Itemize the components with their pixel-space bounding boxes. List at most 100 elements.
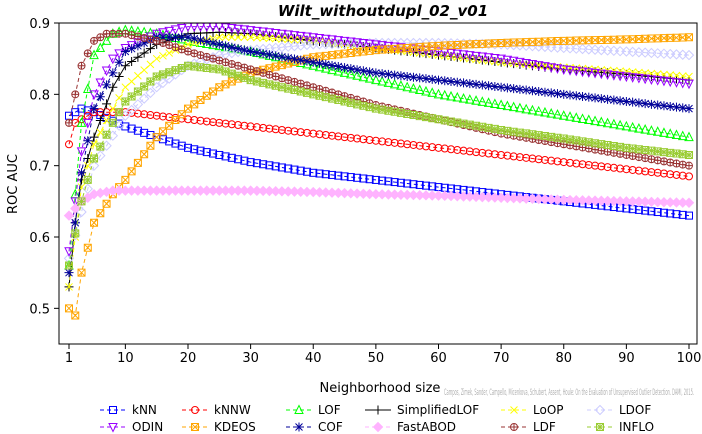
data-point-cof [609,95,619,105]
data-point-ldf [146,35,155,44]
data-point-knnw [346,133,355,142]
data-point-odin [414,45,425,56]
data-point-knnw [384,138,393,147]
data-point-cof [133,41,143,51]
data-point-kdeos [133,158,142,167]
data-point-cof [221,41,231,51]
data-point-ldf [666,158,675,167]
data-point-ldf [609,148,618,157]
data-point-cof [671,102,681,112]
data-point-knn [685,211,693,220]
data-point-odin [227,23,237,34]
data-point-odin [176,23,187,34]
data-point-loop [240,33,249,42]
data-point-knnw [371,136,380,145]
data-point-inflo [115,108,124,117]
data-point-odin [458,50,469,61]
data-point-cof [327,60,337,70]
data-point-lof [446,90,456,101]
data-point-knnw [578,160,587,169]
data-point-knnw [209,118,218,127]
data-point-cof [678,103,688,113]
credit-text: Campos, Zimek, Sander, Campello, Micenko… [444,388,694,398]
data-point-loop [685,72,693,81]
data-point-kdeos [146,141,155,150]
data-point-knnw [566,158,575,167]
data-point-knnw [190,116,199,125]
data-point-fastabod [82,192,93,203]
data-point-knnw [641,167,650,176]
data-point-inflo [221,67,230,76]
data-point-odin [634,73,644,84]
data-point-knn [190,145,199,154]
data-point-odin [239,25,250,36]
data-point-knn [678,210,687,219]
data-point-loop [134,71,142,80]
data-point-odin [270,28,281,39]
data-point-cof [578,91,588,101]
data-point-knnw [234,121,243,130]
data-point-cof [559,89,569,99]
data-point-lof [477,96,488,106]
data-point-lof [95,42,106,52]
data-point-ldof [145,87,156,99]
legend-swatch-marker [294,404,304,414]
data-point-inflo [96,142,105,151]
data-point-odin [546,63,557,73]
x-tick-label: 80 [555,351,572,366]
data-point-lof [677,130,688,141]
data-point-lof [496,99,506,110]
data-point-loop [65,283,73,291]
data-point-odin [527,60,538,70]
data-point-ldf [133,32,142,41]
data-point-inflo [71,229,80,238]
data-point-loop [159,51,167,60]
data-point-knnw [309,129,318,138]
data-point-inflo [121,97,130,106]
data-point-simplifiedlof [139,48,149,58]
data-point-kdeos [71,311,80,320]
data-point-knnw [685,172,693,181]
data-point-inflo [165,68,174,77]
data-point-lof [533,105,544,116]
x-tick-label: 100 [677,351,702,366]
data-point-cof [114,57,124,67]
data-point-cof [446,76,456,86]
data-point-knnw [497,150,506,159]
data-point-odin [114,49,124,59]
data-point-knn [309,168,318,177]
legend-swatch-marker [594,404,606,416]
legend-swatch-marker [108,423,118,433]
data-point-odin [377,41,387,51]
data-point-odin [609,71,619,81]
data-point-knn [115,119,124,128]
legend-item-inflo: INFLO [587,420,654,434]
data-point-ldof [138,93,150,104]
data-point-knnw [609,163,618,172]
data-point-cof [102,80,112,90]
data-point-odin [89,90,99,100]
plot-area [63,22,695,320]
data-point-cof [383,69,393,79]
data-point-knnw [616,164,625,173]
chart-title: Wilt_withoutdupl_02_v01 [278,2,488,20]
data-point-lof [490,98,500,108]
data-point-knn [246,158,255,167]
data-point-ldf [121,29,130,38]
data-point-lof [396,80,406,90]
data-point-ldof [157,77,169,89]
data-point-lof [371,74,381,85]
legend-item-loop: LoOP [501,403,564,417]
data-point-cof [590,93,600,103]
data-point-lof [602,117,613,128]
x-axis: 1 10 20 30 40 50 60 70 80 90 100 [65,344,702,366]
data-point-knnw [540,155,549,164]
data-point-knn [215,150,224,159]
data-point-lof [502,100,513,111]
data-point-kdeos [90,218,99,227]
data-point-lof [308,60,319,70]
data-point-kdeos [685,33,693,42]
data-point-odin [308,33,319,43]
data-point-knnw [221,119,230,128]
